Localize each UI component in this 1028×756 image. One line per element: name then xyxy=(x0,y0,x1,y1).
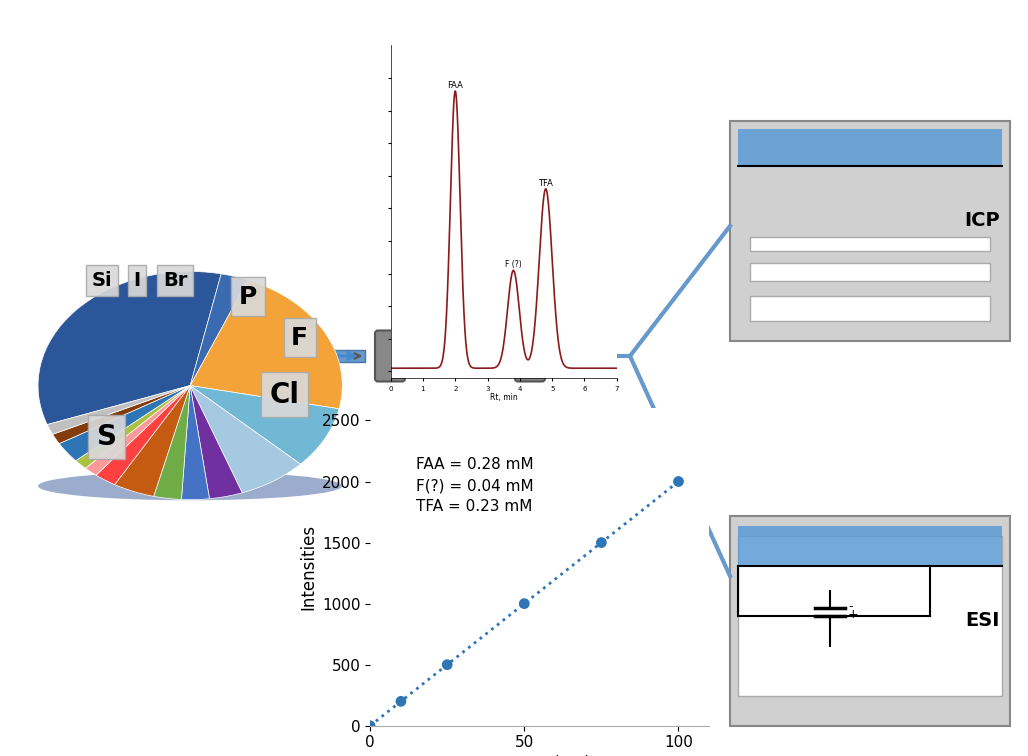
Bar xyxy=(738,536,1002,696)
Wedge shape xyxy=(96,386,190,485)
X-axis label: conc. F (nM): conc. F (nM) xyxy=(488,754,591,756)
Wedge shape xyxy=(190,386,339,464)
Bar xyxy=(750,237,990,251)
Bar xyxy=(453,342,463,370)
Wedge shape xyxy=(76,386,190,468)
FancyBboxPatch shape xyxy=(515,330,545,382)
FancyBboxPatch shape xyxy=(730,121,1009,341)
Wedge shape xyxy=(85,386,190,476)
Text: F: F xyxy=(291,326,308,349)
Bar xyxy=(750,263,990,281)
Wedge shape xyxy=(52,386,190,444)
Y-axis label: Intensities: Intensities xyxy=(300,524,318,610)
Text: FAA = 0.28 mM
F(?) = 0.04 mM
TFA = 0.23 mM: FAA = 0.28 mM F(?) = 0.04 mM TFA = 0.23 … xyxy=(416,457,534,514)
Text: TFA: TFA xyxy=(539,178,553,187)
Text: Br: Br xyxy=(162,271,187,290)
Text: RP-HPLC: RP-HPLC xyxy=(419,321,501,339)
Wedge shape xyxy=(190,274,248,386)
Point xyxy=(593,537,610,549)
Ellipse shape xyxy=(38,472,342,500)
Wedge shape xyxy=(190,280,342,409)
Wedge shape xyxy=(115,386,190,497)
Text: +: + xyxy=(848,608,858,621)
FancyBboxPatch shape xyxy=(375,330,405,382)
Point xyxy=(439,658,455,671)
Point xyxy=(393,696,409,708)
Text: ESI: ESI xyxy=(965,612,1000,631)
Bar xyxy=(738,526,1002,566)
Bar xyxy=(750,296,990,321)
Point xyxy=(670,476,687,488)
Text: FAA: FAA xyxy=(447,81,464,90)
Wedge shape xyxy=(190,386,300,493)
Text: P: P xyxy=(238,284,257,308)
FancyBboxPatch shape xyxy=(730,516,1009,726)
Text: I: I xyxy=(134,271,141,290)
Text: ICP: ICP xyxy=(964,212,1000,231)
Text: Si: Si xyxy=(91,271,112,290)
Wedge shape xyxy=(47,386,190,434)
Text: S: S xyxy=(97,423,116,451)
Bar xyxy=(429,342,437,370)
Bar xyxy=(441,342,449,370)
Wedge shape xyxy=(60,386,190,460)
Bar xyxy=(738,129,1002,166)
Wedge shape xyxy=(190,386,243,499)
Point xyxy=(516,597,533,609)
Bar xyxy=(415,342,425,370)
Bar xyxy=(310,350,365,362)
FancyBboxPatch shape xyxy=(388,336,533,376)
Wedge shape xyxy=(181,386,210,500)
Wedge shape xyxy=(38,271,221,425)
X-axis label: Rt, min: Rt, min xyxy=(490,393,517,402)
Point xyxy=(362,720,378,732)
Text: F (?): F (?) xyxy=(505,260,522,269)
Text: -: - xyxy=(848,600,852,613)
Wedge shape xyxy=(153,386,190,500)
Bar xyxy=(467,342,477,370)
Text: Cl: Cl xyxy=(269,381,299,409)
